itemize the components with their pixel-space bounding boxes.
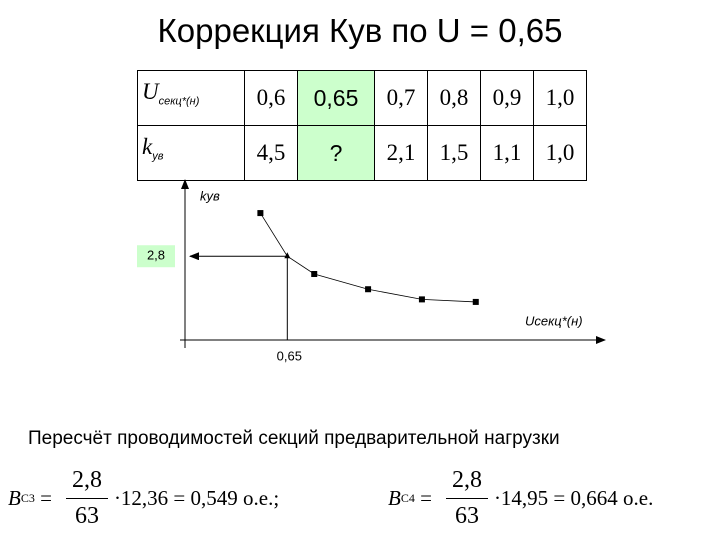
annotation: 0,65 bbox=[277, 348, 302, 363]
equals: = bbox=[40, 485, 52, 510]
line bbox=[260, 212, 476, 303]
subscript: секц*(н) bbox=[158, 95, 200, 108]
point bbox=[257, 210, 264, 217]
y-axis-label: kув bbox=[200, 188, 220, 203]
denominator: 63 bbox=[454, 502, 479, 529]
cell: ? bbox=[297, 125, 375, 181]
symbol: k bbox=[142, 134, 153, 159]
symbol: U bbox=[142, 79, 159, 104]
numerator: 2,8 bbox=[65, 467, 108, 499]
point bbox=[472, 298, 479, 305]
title: Коррекция Кув по U = 0,65 bbox=[157, 12, 563, 49]
equals: = bbox=[420, 485, 432, 510]
cell: 0,8 bbox=[427, 70, 481, 126]
subscript: C3 bbox=[20, 490, 35, 505]
point bbox=[365, 286, 372, 293]
symbol: B bbox=[8, 485, 21, 510]
caption: Пересчёт проводимостей секций предварите… bbox=[28, 428, 560, 449]
cell: 0,9 bbox=[480, 70, 534, 126]
x-axis-label: Uсекц*(н) bbox=[525, 313, 583, 328]
cell: 1,0 bbox=[533, 70, 587, 126]
cell: 2,1 bbox=[374, 125, 428, 181]
row: Uсекц*(н) 0,6 0,65 0,7 0,8 0,9 1,0 bbox=[137, 70, 587, 126]
annotation-box bbox=[137, 245, 175, 268]
annotation: 2,8 bbox=[147, 248, 165, 263]
point bbox=[418, 296, 425, 303]
cell: 1,1 bbox=[480, 125, 534, 181]
expression: ·14,95 = 0,664 о.е. bbox=[493, 485, 654, 510]
row: kув 4,5 ? 2,1 1,5 1,1 1,0 bbox=[137, 125, 587, 181]
cell: Uсекц*(н) bbox=[137, 70, 245, 126]
symbol: B bbox=[388, 485, 401, 510]
formula: B C3 = 2,8 63·12,36 = 0,549 о.е.; bbox=[8, 458, 279, 538]
cell: 4,5 bbox=[244, 125, 298, 181]
table: Uсекц*(н) 0,6 0,65 0,7 0,8 0,9 1,0 kув 4… bbox=[137, 70, 587, 181]
subscript: ув bbox=[152, 150, 164, 163]
formula: B C4 = 2,8 63·14,95 = 0,664 о.е. bbox=[388, 458, 653, 538]
expression: ·12,36 = 0,549 о.е.; bbox=[113, 485, 280, 510]
cell: 1,5 bbox=[427, 125, 481, 181]
fraction: 2,8 63 bbox=[445, 467, 488, 530]
cell: 1,0 bbox=[533, 125, 587, 181]
chart: kув Uсекц*(н) 2,8 0,65 bbox=[137, 179, 606, 363]
fraction: 2,8 63 bbox=[65, 467, 108, 530]
point bbox=[311, 271, 318, 277]
cell: kув bbox=[137, 125, 245, 181]
denominator: 63 bbox=[74, 502, 99, 529]
subscript: C4 bbox=[400, 490, 415, 505]
numerator: 2,8 bbox=[445, 467, 488, 499]
